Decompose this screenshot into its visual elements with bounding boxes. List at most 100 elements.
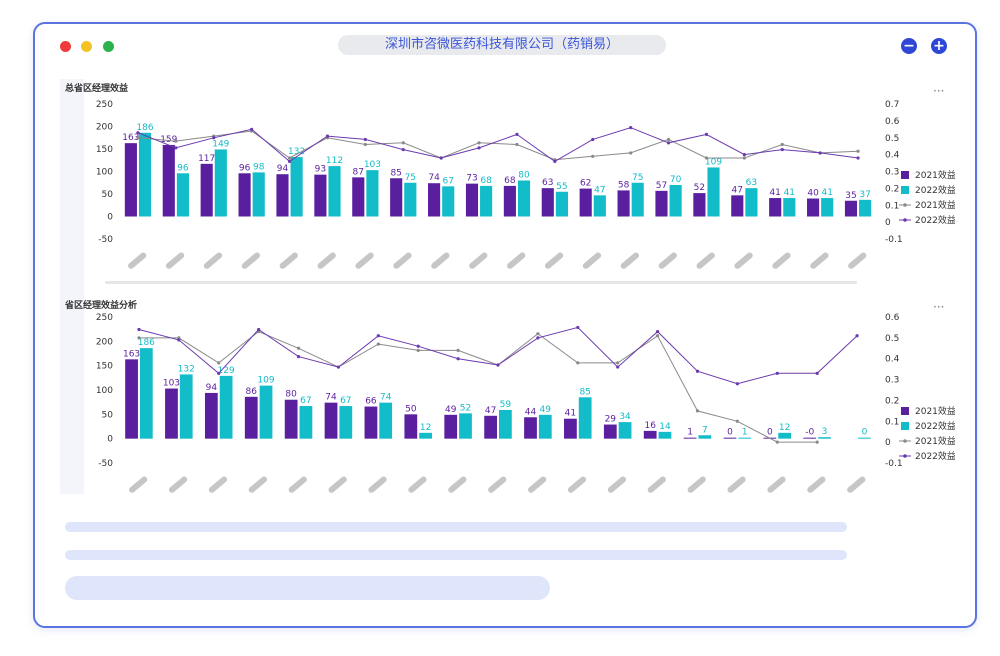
chart1-bar-2021 bbox=[124, 143, 137, 217]
zoom-out-button[interactable]: − bbox=[901, 38, 917, 54]
chart2-bar-2021 bbox=[404, 414, 418, 439]
chart2-bar-2021 bbox=[324, 402, 338, 439]
chart1-data-label: 75 bbox=[405, 173, 416, 183]
chart2-data-label: 50 bbox=[405, 404, 417, 414]
chart1-data-label: 52 bbox=[694, 183, 705, 193]
chart2-bar-2021 bbox=[484, 415, 497, 439]
chart1-bar-2022 bbox=[859, 199, 872, 217]
chart1-bar-2022 bbox=[176, 173, 189, 217]
chart2-point-2021-rate bbox=[775, 440, 779, 444]
chart1-bar-2021 bbox=[617, 190, 630, 217]
chart1-bar-2021 bbox=[465, 183, 479, 217]
chart2-data-label: 1 bbox=[742, 428, 748, 438]
loading-placeholder-1 bbox=[65, 522, 847, 532]
chart2-point-2022-rate bbox=[735, 382, 739, 386]
chart1-bar-2021 bbox=[428, 183, 441, 217]
chart2-point-2022-rate bbox=[336, 365, 341, 369]
chart2-bar-2021 bbox=[723, 437, 737, 439]
chart2-bar-2022 bbox=[738, 437, 752, 439]
chart2-bar-2021 bbox=[564, 418, 577, 439]
chart2-data-label: 94 bbox=[206, 383, 218, 393]
chart2-data-label: 85 bbox=[579, 387, 590, 397]
chart1-line-2022-rate bbox=[137, 127, 859, 163]
chart1-point-2021-rate bbox=[287, 156, 292, 160]
chart2-category-label-redacted bbox=[248, 476, 267, 493]
chart1-point-2021-rate bbox=[629, 151, 633, 155]
chart2-bar-2022 bbox=[299, 406, 313, 439]
chart1-bar-2022 bbox=[745, 188, 758, 217]
chart2-point-2021-rate bbox=[815, 440, 819, 444]
chart2-legend-label: 2022效益率 bbox=[915, 450, 955, 462]
chart1-bar-2022 bbox=[707, 167, 720, 217]
chart1-scrollbar[interactable] bbox=[105, 281, 857, 284]
chart2-data-label: 29 bbox=[605, 415, 617, 425]
chart1-more-menu[interactable]: ··· bbox=[933, 84, 945, 98]
chart1-data-label: 163 bbox=[122, 133, 139, 143]
chart2-data-label: 103 bbox=[163, 379, 180, 389]
chart1-right-tick: 0.4 bbox=[885, 151, 900, 161]
chart1-data-label: 149 bbox=[212, 139, 229, 149]
chart1-point-2021-rate bbox=[666, 137, 671, 142]
chart2-data-label: 49 bbox=[445, 405, 457, 415]
chart2-legend-dot bbox=[903, 454, 907, 458]
chart2-data-label: 74 bbox=[325, 393, 337, 403]
chart2-bar-2021 bbox=[643, 430, 657, 439]
chart2-bar-2022 bbox=[379, 402, 393, 439]
chart1-point-2022-rate bbox=[553, 159, 557, 163]
chart2-category-label-redacted bbox=[807, 476, 826, 493]
chart1-left-tick: 0 bbox=[107, 213, 113, 223]
chart1-point-2021-rate bbox=[780, 142, 784, 147]
chart1-left-tick: 200 bbox=[96, 123, 113, 133]
chart1-data-label: 96 bbox=[177, 163, 189, 173]
chart2-line-2021-rate bbox=[138, 331, 818, 443]
chart1-point-2021-rate bbox=[363, 142, 367, 147]
chart2-data-label: 0 bbox=[862, 428, 868, 438]
chart1-category-label-redacted bbox=[507, 252, 526, 269]
chart1-data-label: 57 bbox=[656, 181, 667, 191]
chart1-legend-swatch bbox=[901, 171, 909, 179]
chart2-left-tick: 0 bbox=[107, 435, 113, 445]
chart1-point-2021-rate bbox=[174, 139, 178, 143]
chart2-data-label: 16 bbox=[644, 421, 656, 431]
maximize-window-dot[interactable] bbox=[103, 41, 114, 52]
chart2-point-2022-rate bbox=[376, 334, 380, 338]
close-window-dot[interactable] bbox=[60, 41, 71, 52]
chart1-bar-2021 bbox=[162, 144, 175, 217]
chart2-data-label: 12 bbox=[420, 423, 431, 433]
chart1-category-label-redacted bbox=[696, 252, 715, 269]
chart2-data-label: 1 bbox=[687, 428, 693, 438]
chart1-data-label: 75 bbox=[632, 173, 643, 183]
chart2-right-tick: 0.5 bbox=[885, 334, 899, 344]
minimize-window-dot[interactable] bbox=[81, 41, 92, 52]
chart2-bar-2022 bbox=[658, 431, 672, 439]
chart2-point-2022-rate bbox=[257, 327, 261, 332]
chart2-bar-2021 bbox=[204, 392, 218, 439]
chart2-left-tick: 100 bbox=[96, 386, 113, 396]
chart2-bar-2022 bbox=[499, 409, 512, 439]
chart2-point-2021-rate bbox=[376, 342, 380, 346]
zoom-in-button[interactable]: + bbox=[931, 38, 947, 54]
chart2-data-label: 163 bbox=[123, 349, 140, 359]
chart2-category-label-redacted bbox=[488, 476, 507, 493]
chart1-data-label: 186 bbox=[136, 123, 153, 133]
chart2-bar-2022 bbox=[219, 375, 233, 439]
chart2-more-menu[interactable]: ··· bbox=[933, 300, 945, 314]
chart2-category-label-redacted bbox=[687, 476, 706, 493]
chart1-data-label: 35 bbox=[845, 191, 856, 201]
chart1-point-2022-rate bbox=[515, 132, 519, 136]
chart1-category-label-redacted bbox=[165, 252, 185, 269]
chart1-data-label: 47 bbox=[732, 185, 743, 195]
chart2-data-label: 129 bbox=[218, 366, 235, 376]
chart1-left-tick: -50 bbox=[98, 235, 113, 245]
chart2-data-label: 0 bbox=[767, 428, 773, 438]
chart2-point-2021-rate bbox=[576, 361, 580, 365]
chart2-bar-2021 bbox=[125, 359, 138, 439]
chart1-bar-2021 bbox=[276, 174, 289, 217]
chart1-data-label: 41 bbox=[821, 188, 832, 198]
chart2-left-tick: 150 bbox=[96, 362, 113, 372]
chart1-data-label: 63 bbox=[542, 178, 553, 188]
chart1-left-tick: 150 bbox=[96, 145, 113, 155]
chart1-bar-2021 bbox=[655, 190, 668, 217]
chart1-point-2022-rate bbox=[818, 151, 822, 155]
chart2-point-2022-rate bbox=[536, 336, 540, 340]
